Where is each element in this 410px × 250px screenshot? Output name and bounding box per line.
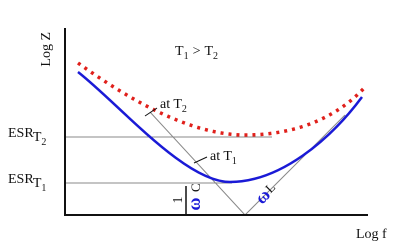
sub: T <box>33 176 42 191</box>
omega: ω <box>184 197 204 210</box>
label: ESR <box>8 172 34 187</box>
capacitive-asymptote <box>149 111 246 216</box>
sub: 1 <box>41 183 46 194</box>
capacitive-label: 1 ω C <box>171 183 204 214</box>
sub: 1 <box>184 51 189 62</box>
numerator: 1 <box>171 197 186 204</box>
curve-t2 <box>76 61 368 137</box>
inductive-label: ω L <box>251 180 279 208</box>
inductive-asymptote <box>244 114 346 216</box>
label: at T <box>210 149 232 164</box>
sub: 2 <box>41 137 46 148</box>
t: T <box>204 44 213 59</box>
label: ESR <box>8 126 34 141</box>
relation: T1 > T2 <box>175 44 218 62</box>
leader-t2 <box>144 107 158 117</box>
sub: 2 <box>182 104 187 115</box>
level-label: ESRT2 <box>8 126 46 148</box>
curve-t1 <box>77 71 364 184</box>
sub: 2 <box>213 51 218 62</box>
sub: 1 <box>232 156 237 167</box>
level-label: ESRT1 <box>8 172 46 194</box>
leader-t1 <box>193 156 208 164</box>
label: at T <box>160 97 182 112</box>
t: T <box>175 44 184 59</box>
curve-label: at T2 <box>160 97 187 115</box>
sub: C <box>188 183 203 192</box>
op: > <box>193 44 201 59</box>
sub: T <box>33 130 42 145</box>
y-axis-label: Log Z <box>39 32 54 67</box>
curve-label: at T1 <box>210 149 237 167</box>
x-axis-label: Log f <box>356 227 387 242</box>
